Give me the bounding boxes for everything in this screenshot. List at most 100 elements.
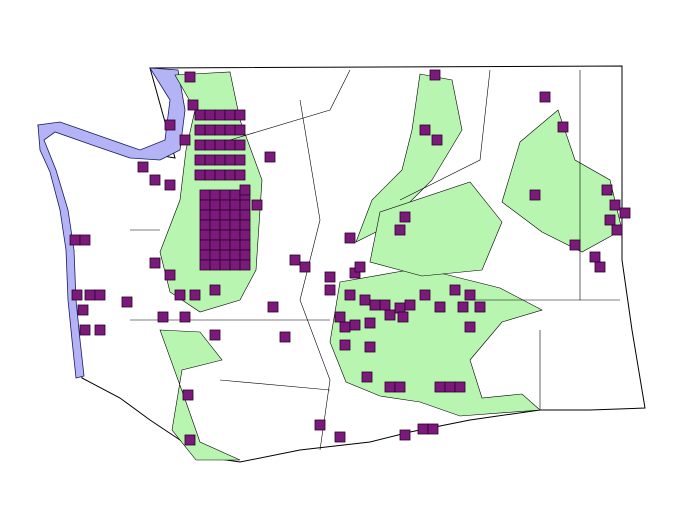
site-square bbox=[214, 109, 226, 121]
site-square bbox=[299, 261, 311, 273]
sites bbox=[69, 69, 631, 446]
site-square bbox=[199, 209, 211, 221]
site-square bbox=[204, 139, 216, 151]
site-square bbox=[224, 109, 236, 121]
site-square bbox=[234, 109, 246, 121]
site-square bbox=[609, 199, 621, 211]
site-square bbox=[204, 154, 216, 166]
site-square bbox=[204, 124, 216, 136]
site-square bbox=[394, 302, 406, 314]
site-square bbox=[164, 269, 176, 281]
site-square bbox=[94, 324, 106, 336]
site-square bbox=[464, 289, 476, 301]
site-square bbox=[209, 239, 221, 251]
site-square bbox=[594, 261, 606, 273]
site-square bbox=[209, 284, 221, 296]
site-square bbox=[419, 124, 431, 136]
site-square bbox=[234, 169, 246, 181]
site-square bbox=[164, 179, 176, 191]
site-square bbox=[137, 161, 149, 173]
site-square bbox=[94, 289, 106, 301]
site-square bbox=[229, 189, 241, 201]
site-square bbox=[229, 209, 241, 221]
site-square bbox=[179, 134, 191, 146]
site-square bbox=[334, 311, 346, 323]
site-square bbox=[264, 151, 276, 163]
green-area bbox=[369, 181, 503, 277]
site-square bbox=[184, 71, 196, 83]
site-square bbox=[427, 423, 439, 435]
site-square bbox=[224, 124, 236, 136]
site-square bbox=[364, 341, 376, 353]
site-square bbox=[209, 329, 221, 341]
county-line bbox=[130, 69, 620, 451]
site-square bbox=[182, 389, 194, 401]
site-square bbox=[77, 304, 89, 316]
site-square bbox=[209, 199, 221, 211]
site-square bbox=[219, 199, 231, 211]
site-square bbox=[434, 301, 446, 313]
site-square bbox=[314, 419, 326, 431]
site-square bbox=[204, 169, 216, 181]
site-square bbox=[589, 251, 601, 263]
site-square bbox=[474, 301, 486, 313]
site-square bbox=[219, 209, 231, 221]
site-square bbox=[189, 289, 201, 301]
site-square bbox=[354, 261, 366, 273]
site-square bbox=[419, 289, 431, 301]
site-square bbox=[229, 239, 241, 251]
coastal-water bbox=[37, 67, 186, 379]
site-square bbox=[384, 381, 396, 393]
site-square bbox=[229, 199, 241, 211]
site-square bbox=[279, 331, 291, 343]
site-square bbox=[219, 249, 231, 261]
site-square bbox=[214, 169, 226, 181]
site-square bbox=[569, 239, 581, 251]
site-square bbox=[619, 207, 631, 219]
site-square bbox=[209, 219, 221, 231]
site-square bbox=[399, 211, 411, 223]
site-square bbox=[454, 381, 466, 393]
site-square bbox=[219, 189, 231, 201]
site-square bbox=[187, 99, 199, 111]
site-square bbox=[394, 224, 406, 236]
county-lines bbox=[130, 69, 620, 451]
site-square bbox=[209, 259, 221, 271]
site-square bbox=[359, 294, 371, 306]
site-square bbox=[369, 299, 381, 311]
site-square bbox=[339, 339, 351, 351]
site-square bbox=[267, 301, 279, 313]
site-square bbox=[199, 219, 211, 231]
site-square bbox=[219, 259, 231, 271]
site-square bbox=[239, 209, 251, 221]
site-square bbox=[239, 184, 251, 196]
site-square bbox=[417, 423, 429, 435]
site-square bbox=[209, 229, 221, 241]
site-square bbox=[434, 381, 446, 393]
site-square bbox=[174, 289, 186, 301]
site-square bbox=[184, 434, 196, 446]
site-square bbox=[224, 169, 236, 181]
site-square bbox=[229, 249, 241, 261]
site-square bbox=[444, 381, 456, 393]
site-square bbox=[209, 249, 221, 261]
site-square bbox=[164, 119, 176, 131]
site-square bbox=[529, 189, 541, 201]
site-square bbox=[121, 296, 133, 308]
site-square bbox=[79, 234, 91, 246]
site-square bbox=[239, 239, 251, 251]
site-square bbox=[199, 239, 211, 251]
site-square bbox=[84, 289, 96, 301]
site-square bbox=[349, 319, 361, 331]
site-square bbox=[601, 184, 613, 196]
site-square bbox=[194, 139, 206, 151]
site-square bbox=[179, 311, 191, 323]
site-square bbox=[79, 324, 91, 336]
site-square bbox=[219, 229, 231, 241]
site-square bbox=[344, 289, 356, 301]
site-square bbox=[429, 69, 441, 81]
site-square bbox=[199, 249, 211, 261]
site-square bbox=[449, 284, 461, 296]
green-area bbox=[159, 329, 241, 461]
site-square bbox=[224, 139, 236, 151]
